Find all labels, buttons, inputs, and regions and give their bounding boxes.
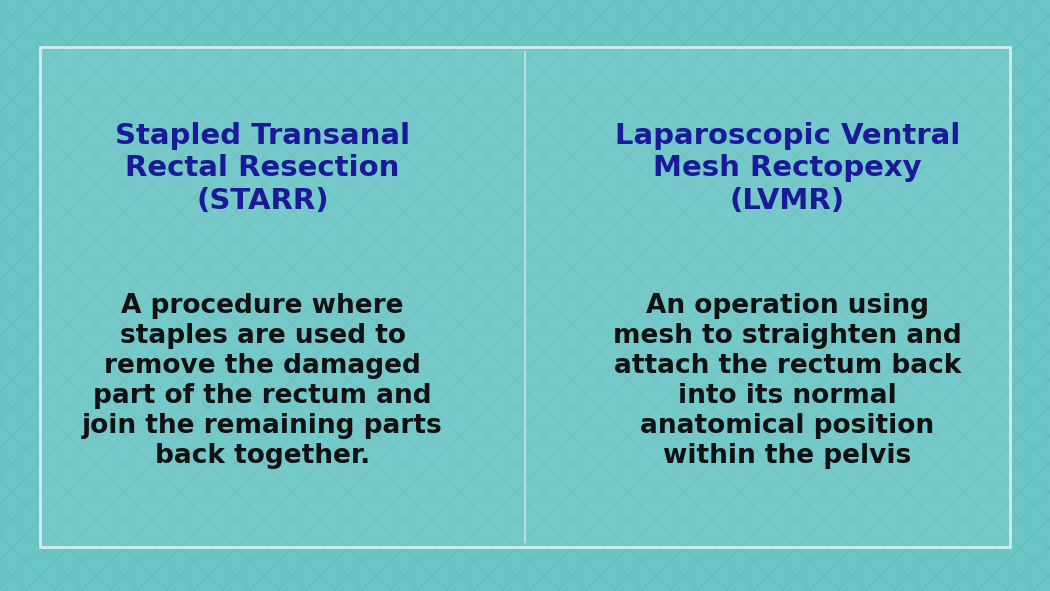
Bar: [40, 47, 1010, 547]
Text: An operation using
mesh to straighten and
attach the rectum back
into its normal: An operation using mesh to straighten an…: [613, 293, 962, 469]
Text: Laparoscopic Ventral
Mesh Rectopexy
(LVMR): Laparoscopic Ventral Mesh Rectopexy (LVM…: [615, 122, 960, 215]
Bar: [40, 47, 1010, 547]
Text: A procedure where
staples are used to
remove the damaged
part of the rectum and
: A procedure where staples are used to re…: [82, 293, 443, 469]
Text: Stapled Transanal
Rectal Resection
(STARR): Stapled Transanal Rectal Resection (STAR…: [114, 122, 411, 215]
